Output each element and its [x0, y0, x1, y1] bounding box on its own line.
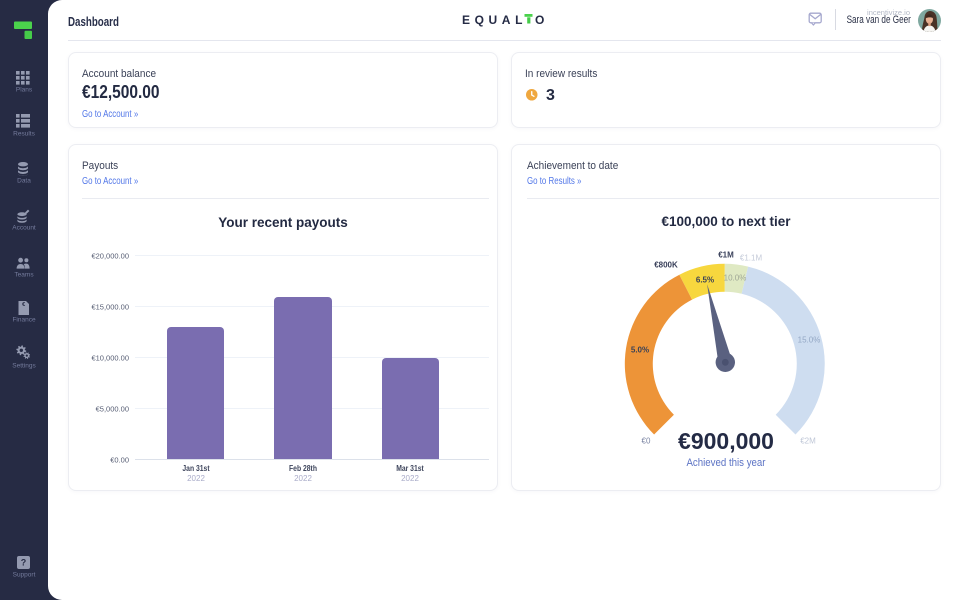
svg-text:€: €: [22, 302, 25, 308]
svg-text:?: ?: [21, 558, 27, 568]
